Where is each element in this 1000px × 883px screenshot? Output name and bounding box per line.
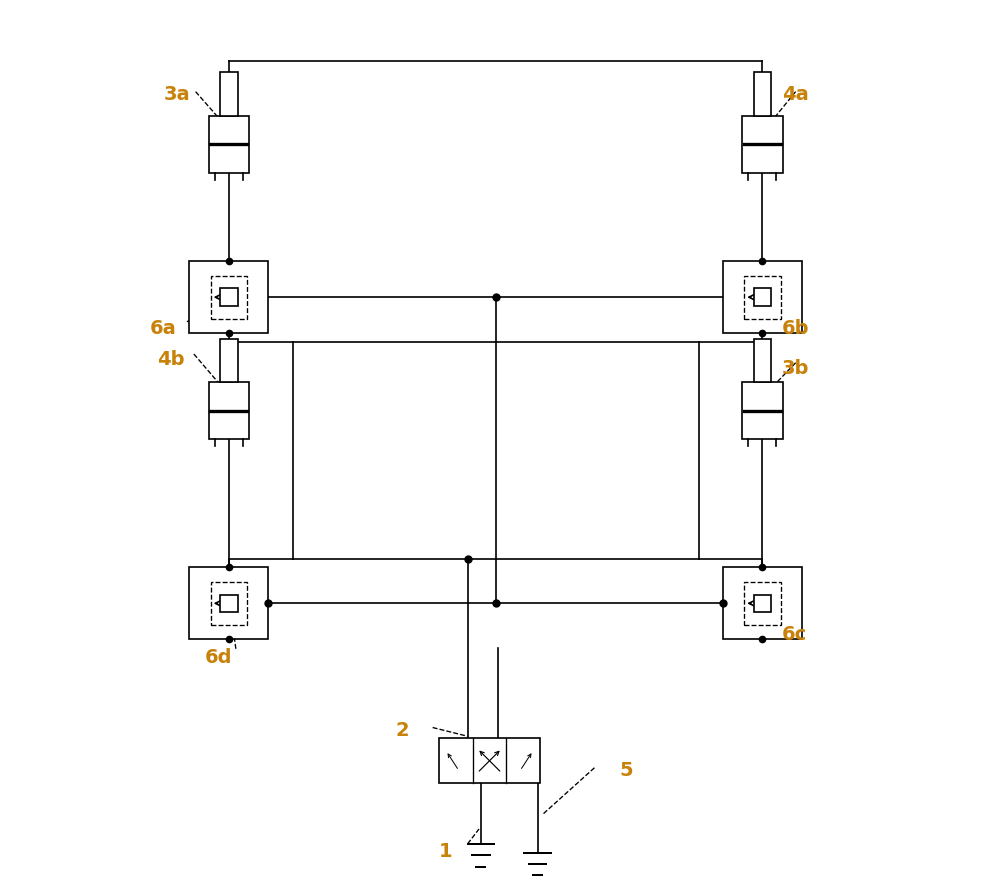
- Text: 6d: 6d: [204, 648, 232, 667]
- Bar: [754, 289, 771, 306]
- Bar: [744, 582, 781, 625]
- Bar: [211, 582, 247, 625]
- Bar: [754, 594, 771, 612]
- Text: 3b: 3b: [782, 359, 809, 378]
- Text: 5: 5: [619, 761, 633, 781]
- Text: 3a: 3a: [163, 86, 190, 104]
- Text: 6b: 6b: [782, 319, 809, 338]
- Bar: [211, 275, 247, 319]
- Bar: [220, 289, 238, 306]
- Bar: [723, 568, 802, 639]
- Text: 2: 2: [395, 721, 409, 740]
- Bar: [209, 116, 249, 172]
- Text: 6a: 6a: [150, 319, 177, 338]
- Bar: [189, 568, 268, 639]
- Text: 4a: 4a: [782, 86, 808, 104]
- Text: 1: 1: [439, 842, 452, 861]
- Bar: [439, 738, 540, 783]
- Bar: [754, 339, 771, 382]
- Bar: [220, 339, 238, 382]
- Bar: [742, 116, 783, 172]
- Text: 4b: 4b: [157, 351, 185, 369]
- Bar: [189, 261, 268, 333]
- Bar: [220, 594, 238, 612]
- Bar: [220, 72, 238, 116]
- Bar: [744, 275, 781, 319]
- Bar: [723, 261, 802, 333]
- Bar: [742, 382, 783, 440]
- Text: 6c: 6c: [782, 625, 807, 644]
- Bar: [754, 72, 771, 116]
- Bar: [209, 382, 249, 440]
